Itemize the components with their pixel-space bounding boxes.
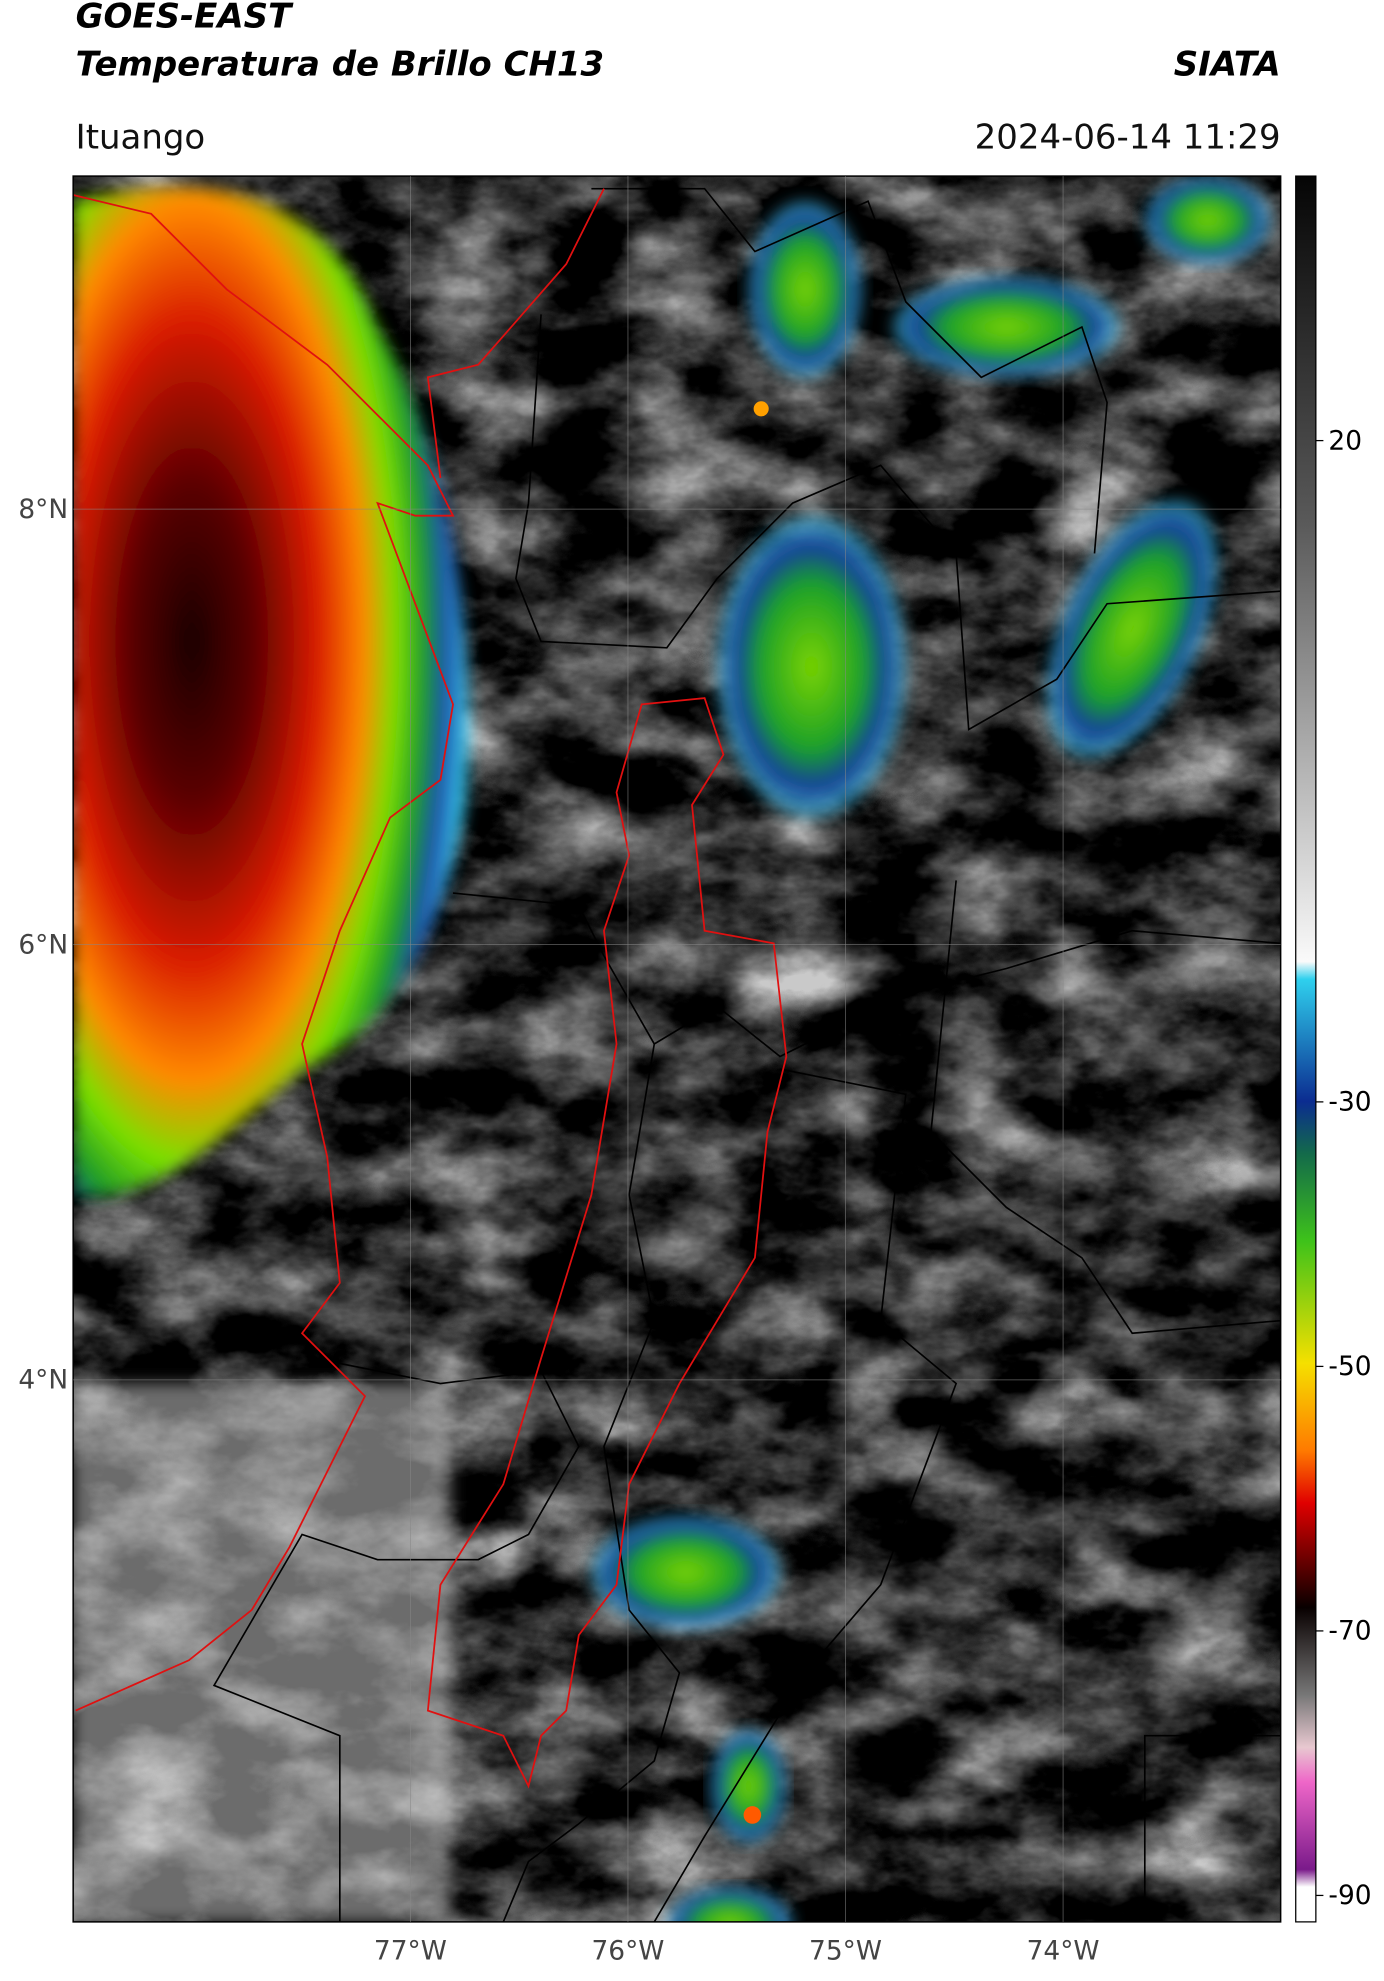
colorbar-ticks: 20 -30 -50 -70 -90 <box>1315 425 1372 1911</box>
lat-label: 4°N <box>18 1365 68 1396</box>
lat-label: 6°N <box>18 929 68 960</box>
lon-label: 74°W <box>1027 1936 1100 1967</box>
colorbar-tick-label: -50 <box>1328 1351 1371 1382</box>
source: SIATA <box>1174 44 1281 84</box>
colorbar-tick-label: 20 <box>1328 425 1362 456</box>
map-frame <box>72 175 1282 1923</box>
colorbar-tick-label: -90 <box>1328 1880 1371 1911</box>
colorbar-tick-label: -70 <box>1328 1616 1371 1647</box>
colorbar <box>1295 175 1317 1923</box>
datetime: 2024-06-14 11:29 <box>975 117 1281 157</box>
lon-label: 75°W <box>809 1936 882 1967</box>
subtitle: Temperatura de Brillo CH13 <box>76 44 604 84</box>
satellite-image <box>73 176 1281 1922</box>
lat-label: 8°N <box>18 494 68 525</box>
title: GOES-EAST <box>76 0 294 37</box>
lon-label: 76°W <box>591 1936 664 1967</box>
graticule: 8°N 6°N 4°N 77°W 76°W 75°W 74°W <box>18 176 1281 1967</box>
lon-label: 77°W <box>374 1936 447 1967</box>
colorbar-tick-label: -30 <box>1328 1087 1371 1118</box>
location: Ituango <box>76 117 206 157</box>
